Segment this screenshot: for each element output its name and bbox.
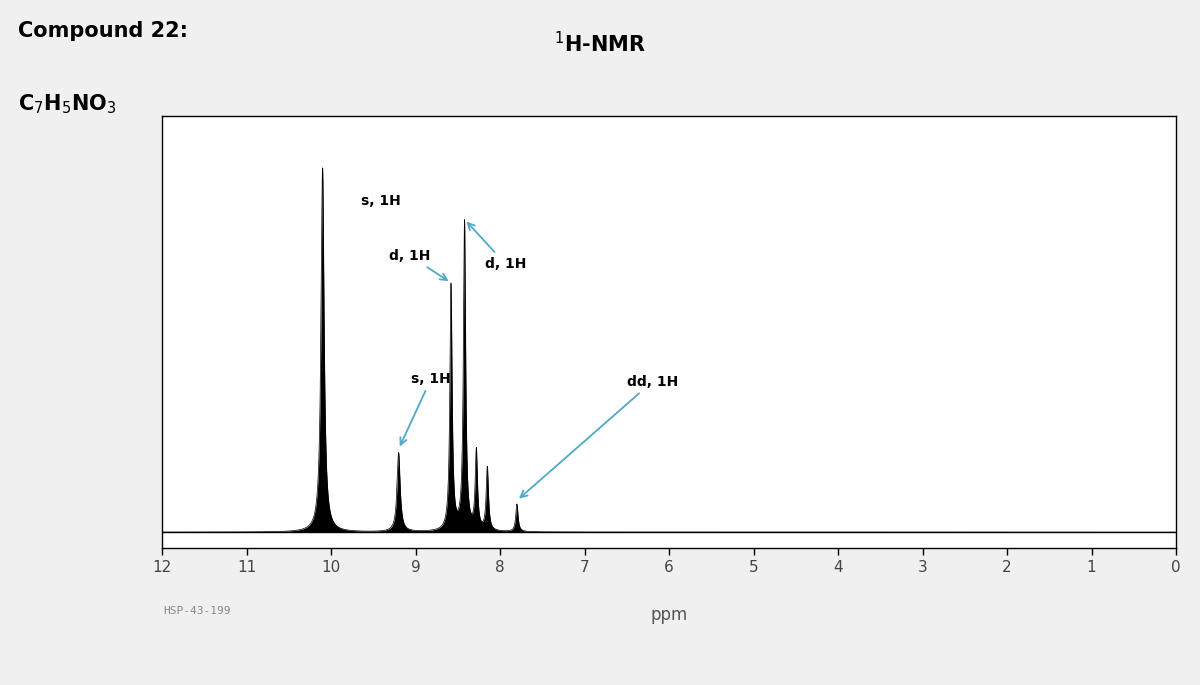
Text: d, 1H: d, 1H	[389, 249, 446, 280]
Text: d, 1H: d, 1H	[468, 223, 526, 271]
Text: $^1$H-NMR: $^1$H-NMR	[554, 31, 646, 56]
Text: C$_7$H$_5$NO$_3$: C$_7$H$_5$NO$_3$	[18, 92, 116, 116]
Text: ppm: ppm	[650, 606, 689, 624]
Text: Compound 22:: Compound 22:	[18, 21, 188, 40]
Text: dd, 1H: dd, 1H	[521, 375, 678, 497]
Text: HSP-43-199: HSP-43-199	[163, 606, 230, 616]
Text: s, 1H: s, 1H	[360, 193, 401, 208]
Text: s, 1H: s, 1H	[401, 372, 451, 445]
